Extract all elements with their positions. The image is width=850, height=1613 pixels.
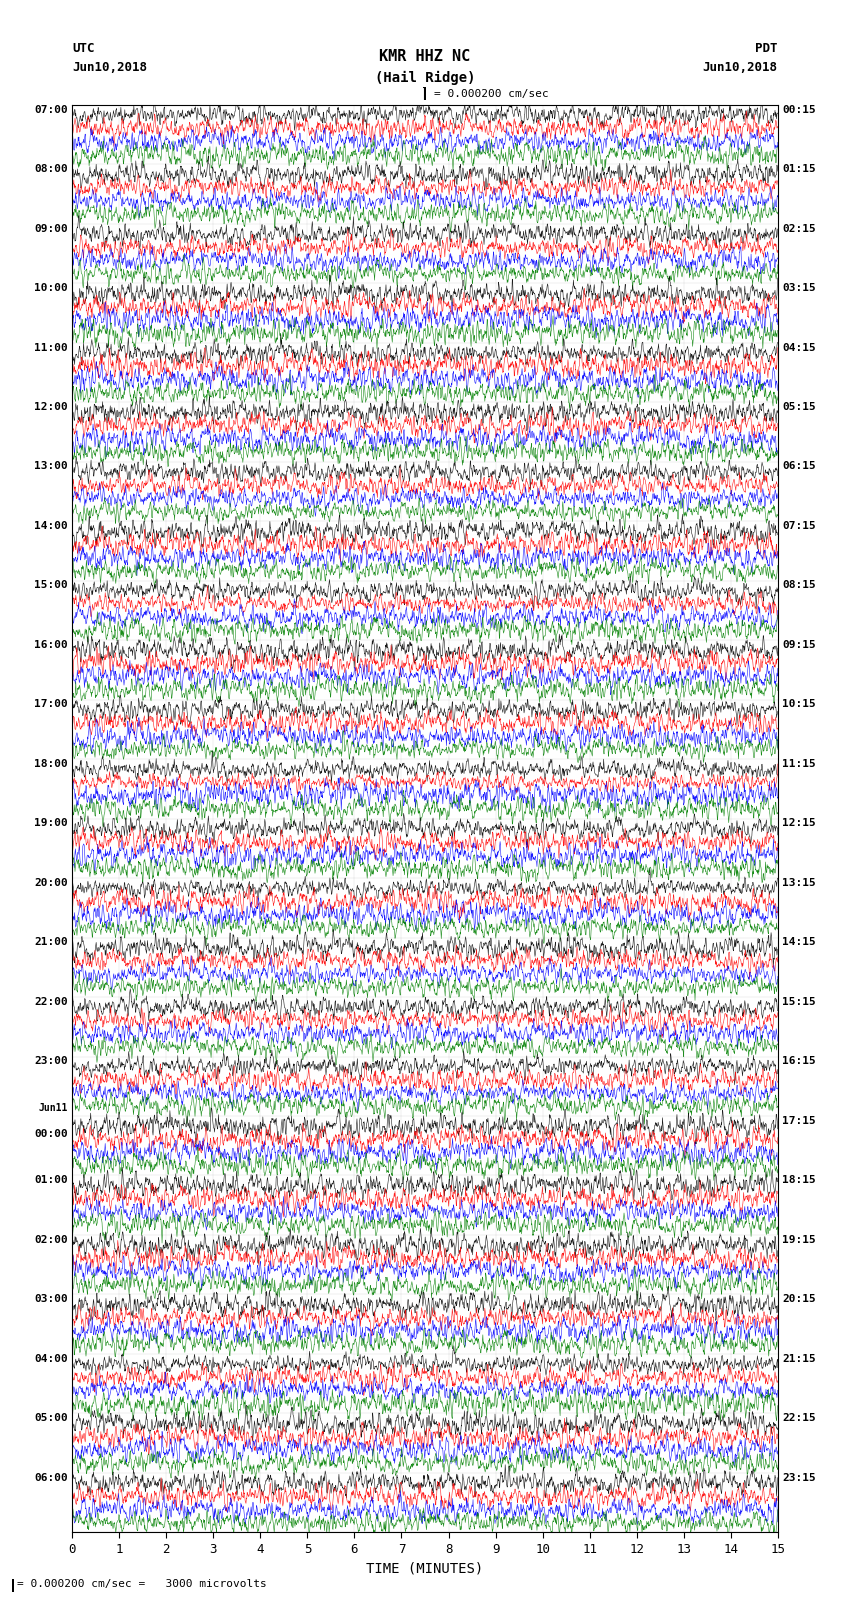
Text: 09:15: 09:15	[782, 640, 816, 650]
Text: 02:15: 02:15	[782, 224, 816, 234]
Text: 04:00: 04:00	[34, 1353, 68, 1363]
Text: KMR HHZ NC: KMR HHZ NC	[379, 48, 471, 65]
Text: Jun10,2018: Jun10,2018	[72, 61, 147, 74]
Text: 03:15: 03:15	[782, 282, 816, 294]
Text: 13:15: 13:15	[782, 877, 816, 887]
X-axis label: TIME (MINUTES): TIME (MINUTES)	[366, 1561, 484, 1576]
Text: 21:15: 21:15	[782, 1353, 816, 1363]
Text: 19:00: 19:00	[34, 818, 68, 829]
Text: PDT: PDT	[756, 42, 778, 55]
Text: 21:00: 21:00	[34, 937, 68, 947]
Text: 06:00: 06:00	[34, 1473, 68, 1482]
Text: 04:15: 04:15	[782, 342, 816, 353]
Text: 02:00: 02:00	[34, 1234, 68, 1245]
Text: 18:00: 18:00	[34, 758, 68, 769]
Text: 17:15: 17:15	[782, 1116, 816, 1126]
Text: UTC: UTC	[72, 42, 94, 55]
Text: 03:00: 03:00	[34, 1294, 68, 1305]
Text: 23:00: 23:00	[34, 1057, 68, 1066]
Text: 09:00: 09:00	[34, 224, 68, 234]
Text: 14:15: 14:15	[782, 937, 816, 947]
Text: 00:15: 00:15	[782, 105, 816, 115]
Text: 00:00: 00:00	[34, 1129, 68, 1139]
Text: 10:00: 10:00	[34, 282, 68, 294]
Text: 11:15: 11:15	[782, 758, 816, 769]
Text: 15:00: 15:00	[34, 581, 68, 590]
Text: 08:00: 08:00	[34, 165, 68, 174]
Text: 12:00: 12:00	[34, 402, 68, 411]
Text: 14:00: 14:00	[34, 521, 68, 531]
Text: 22:15: 22:15	[782, 1413, 816, 1423]
Text: = 0.000200 cm/sec: = 0.000200 cm/sec	[434, 89, 548, 98]
Text: 16:00: 16:00	[34, 640, 68, 650]
Text: = 0.000200 cm/sec =   3000 microvolts: = 0.000200 cm/sec = 3000 microvolts	[17, 1579, 267, 1589]
Text: Jun10,2018: Jun10,2018	[703, 61, 778, 74]
Text: 06:15: 06:15	[782, 461, 816, 471]
Text: 19:15: 19:15	[782, 1234, 816, 1245]
Text: 16:15: 16:15	[782, 1057, 816, 1066]
Text: 13:00: 13:00	[34, 461, 68, 471]
Text: 10:15: 10:15	[782, 700, 816, 710]
Text: 17:00: 17:00	[34, 700, 68, 710]
Text: 23:15: 23:15	[782, 1473, 816, 1482]
Text: 22:00: 22:00	[34, 997, 68, 1007]
Text: Jun11: Jun11	[38, 1103, 68, 1113]
Text: 11:00: 11:00	[34, 342, 68, 353]
Text: 08:15: 08:15	[782, 581, 816, 590]
Text: 15:15: 15:15	[782, 997, 816, 1007]
Text: 20:00: 20:00	[34, 877, 68, 887]
Text: 01:00: 01:00	[34, 1176, 68, 1186]
Text: 01:15: 01:15	[782, 165, 816, 174]
Text: 05:15: 05:15	[782, 402, 816, 411]
Text: 12:15: 12:15	[782, 818, 816, 829]
Text: (Hail Ridge): (Hail Ridge)	[375, 71, 475, 84]
Text: 05:00: 05:00	[34, 1413, 68, 1423]
Text: 20:15: 20:15	[782, 1294, 816, 1305]
Text: 18:15: 18:15	[782, 1176, 816, 1186]
Text: 07:15: 07:15	[782, 521, 816, 531]
Text: 07:00: 07:00	[34, 105, 68, 115]
